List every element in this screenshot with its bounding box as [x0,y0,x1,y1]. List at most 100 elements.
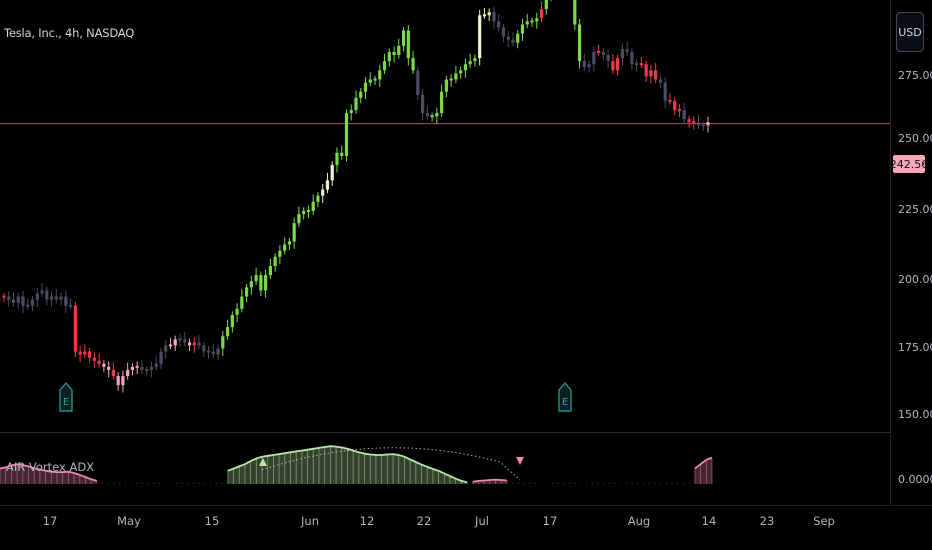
candle-body [644,64,648,77]
candle-body [411,58,415,71]
candle-body [92,357,96,361]
candle-body [677,109,682,112]
candle-body [292,223,296,242]
candle-body [596,50,601,53]
y-axis-label: 250.00 [898,132,932,145]
candle-body [687,119,691,123]
time-axis-label: May [117,514,141,528]
candle-body [254,275,258,282]
candle-body [444,79,448,92]
candle-body [616,58,620,71]
candle-body [192,342,196,346]
candle-body [64,296,68,306]
indicator-area [0,464,97,484]
candle-body [121,376,125,386]
indicator-axis-label: 0.0000 [898,473,932,486]
indicator-label[interactable]: AIR Vortex ADX [6,460,95,474]
candle-body [611,61,615,71]
earnings-badge-icon: E [558,382,572,412]
candle-body [397,45,401,56]
candle-body [49,296,54,300]
candle-body [535,18,539,22]
candle-body [68,304,73,307]
candle-body [454,73,458,80]
candle-body [349,110,353,114]
candle-body [592,51,596,65]
candle-body [107,366,111,370]
time-axis-label: Jul [475,514,489,528]
indicator-area [227,446,468,484]
candle-body [430,115,434,118]
candle-body [59,296,63,300]
candle-body [463,64,468,71]
candle-body [696,122,701,126]
candle-body [506,36,510,40]
candle-body [88,351,92,358]
candle-body [359,91,363,98]
earnings-marker-letter: E [63,397,69,408]
candle-body [206,350,211,353]
candle-body [11,299,16,303]
candle-body [216,348,220,355]
time-axis-label: Jun [301,514,319,528]
indicator-line [694,456,713,470]
indicator-line [0,463,98,482]
earnings-marker[interactable]: E [59,382,73,412]
candle-body [335,152,339,166]
symbol-title[interactable]: Tesla, Inc., 4h, NASDAQ [4,26,135,40]
candle-body [668,99,672,102]
earnings-marker-letter: E [562,397,568,408]
candle-body [283,244,287,251]
candle-body [378,70,382,80]
indicator-envelope [261,447,521,481]
time-axis-label: 12 [359,514,375,528]
candle-body [145,368,149,371]
candle-body [482,14,487,17]
candle-body [7,296,11,300]
candle-body [287,241,292,245]
candle-body [520,24,525,34]
currency-button[interactable]: USD [896,12,924,52]
candle-body [211,351,215,355]
candle-body [425,113,429,117]
candle-body [221,336,225,349]
candle-body [663,82,667,101]
candle-body [268,265,272,276]
candle-body [126,369,130,377]
candle-body [2,295,6,298]
candle-body [544,0,548,10]
candle-body [30,299,35,306]
earnings-marker[interactable]: E [558,382,572,412]
candle-body [83,351,87,355]
candle-body [111,369,116,377]
candle-body [344,113,349,156]
candle-body [416,70,420,95]
candle-body [16,296,20,303]
candle-body [606,55,610,62]
candle-body [516,33,520,43]
candle-body [497,21,501,28]
candle-body [183,339,187,343]
candle-body [140,366,144,370]
indicator-line [227,445,468,484]
candle-body [173,339,177,346]
candle-body [97,360,101,364]
candle-body [587,64,591,68]
candle-body [577,24,582,62]
candle-body [487,12,491,16]
candle-body [159,351,163,364]
earnings-badge-icon: E [59,382,73,412]
time-axis-label: 22 [416,514,432,528]
candle-body [235,308,239,315]
candle-body [240,296,244,309]
indicator-area [694,457,712,484]
candle-body [363,82,368,92]
candle-body [230,314,234,328]
y-axis-label: 225.00 [898,203,932,216]
candle-body [259,275,263,291]
candle-body [459,70,463,74]
time-axis-label: 14 [701,514,717,528]
candle-body [321,189,325,196]
candle-body [316,195,320,202]
